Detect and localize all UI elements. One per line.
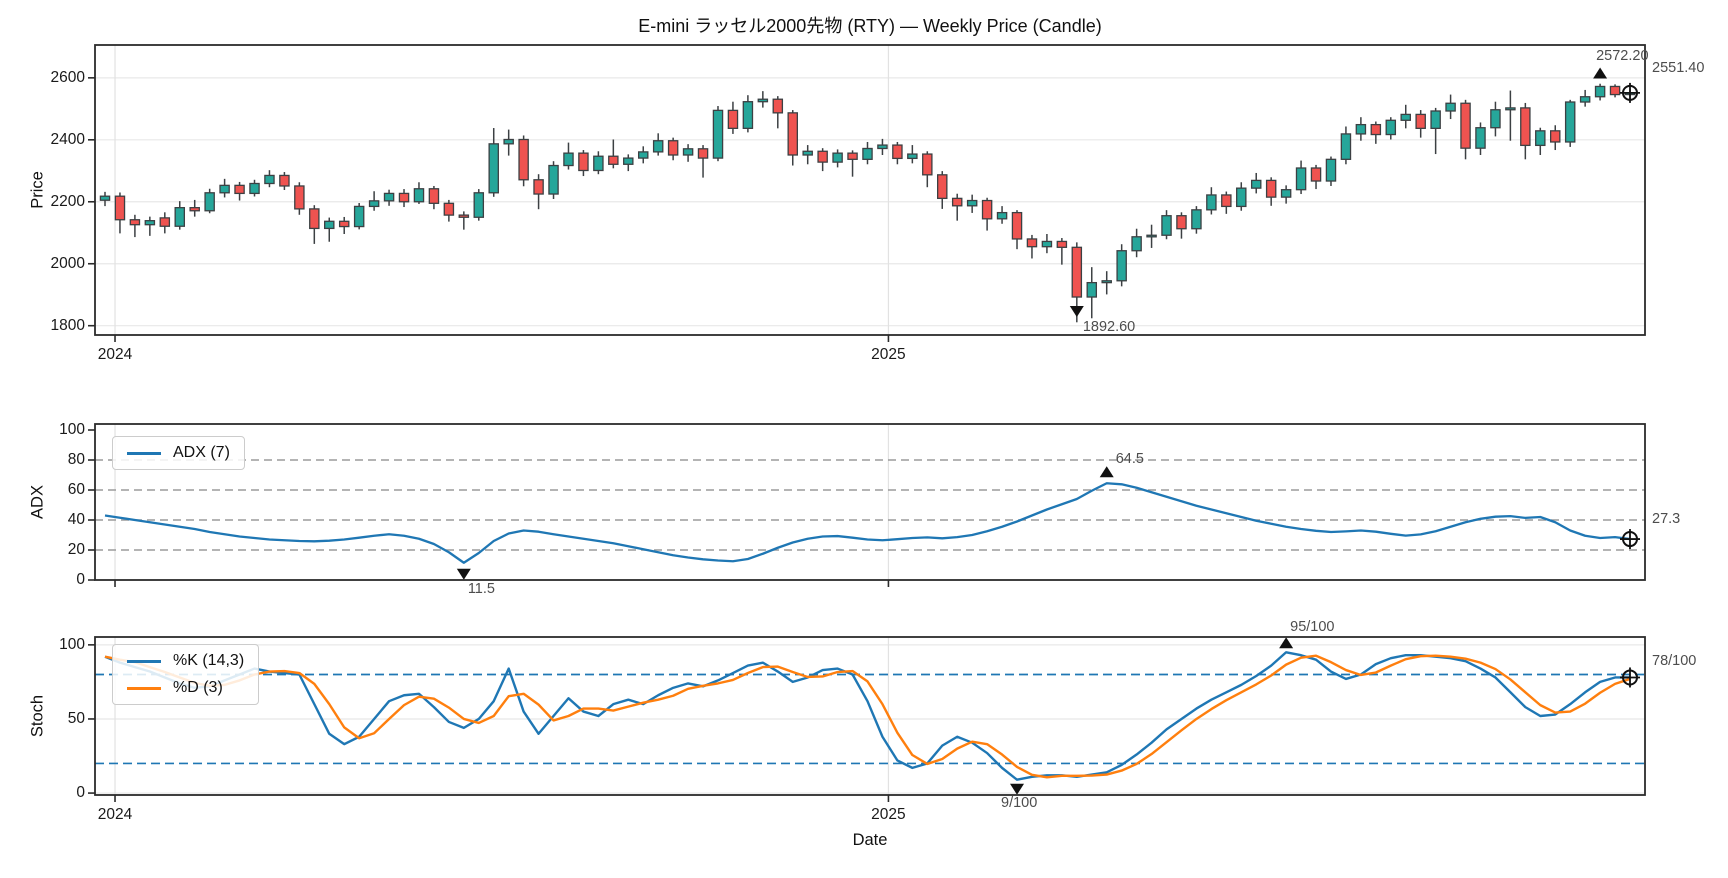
stoch-y-tick-label: 50 [67, 709, 85, 727]
stoch-legend: %K (14,3) %D (3) [112, 644, 260, 705]
stoch-x-tick-label: 2025 [871, 806, 906, 823]
stoch-last-annotation: 78/100 [1652, 653, 1697, 670]
stoch-k-legend-label: %K (14,3) [173, 652, 245, 669]
gridlines [95, 45, 1645, 795]
adx-y-tick-label: 60 [67, 481, 85, 498]
axis-ticks [88, 77, 890, 802]
adx-y-tick-label: 100 [59, 421, 85, 438]
price-y-tick-label: 2600 [50, 68, 85, 86]
price-y-tick-label: 2200 [50, 192, 85, 210]
stoch-d-line [104, 654, 1631, 779]
price-candles [99, 83, 1636, 323]
price-y-tick-label: 1800 [50, 316, 85, 334]
stoch-d-line-sample [127, 686, 161, 690]
adx-last-annotation: 27.3 [1652, 511, 1681, 528]
stoch-y-tick-label: 100 [59, 635, 85, 653]
panel-borders [94, 44, 1646, 796]
stoch-k-line [104, 651, 1630, 781]
adx-legend: ADX (7) [112, 436, 245, 470]
price-last-annotation: 2551.40 [1652, 60, 1705, 76]
adx-legend-label: ADX (7) [173, 444, 230, 461]
price-y-tick-label: 2400 [50, 130, 85, 148]
price-y-tick-label: 2000 [50, 254, 85, 272]
price-x-tick-label: 2025 [871, 346, 906, 363]
adx-min-annotation: 11.5 [467, 580, 495, 597]
stoch-x-tick-label: 2024 [97, 806, 133, 823]
adx-line [104, 482, 1631, 564]
chart-title: E-mini ラッセル2000先物 (RTY) — Weekly Price (… [638, 16, 1102, 36]
adx-legend-entry: ADX (7) [127, 444, 230, 462]
stoch-d-legend-label: %D (3) [173, 679, 223, 696]
price-x-tick-label: 2024 [97, 346, 133, 363]
stoch-k-legend-entry: %K (14,3) [127, 652, 244, 670]
adx-y-tick-label: 0 [76, 571, 85, 588]
stoch-max-annotation: 95/100 [1290, 619, 1335, 636]
adx-y-tick-label: 80 [67, 451, 85, 468]
price-min-close-annotation: 1892.60 [1082, 319, 1136, 335]
stoch-y-tick-label: 0 [76, 784, 85, 802]
stoch-k-line-sample [127, 659, 161, 663]
stoch-d-legend-entry: %D (3) [127, 679, 244, 697]
adx-line-sample [127, 451, 161, 455]
stoch-min-annotation: 9/100 [1001, 794, 1038, 811]
adx-y-tick-label: 20 [67, 541, 85, 558]
adx-y-tick-label: 40 [67, 511, 85, 528]
price-max-close-annotation: 2572.20 [1596, 48, 1649, 64]
date-axis-label: Date [852, 831, 888, 849]
adx-max-annotation: 64.5 [1115, 451, 1144, 468]
markers [456, 67, 1640, 795]
